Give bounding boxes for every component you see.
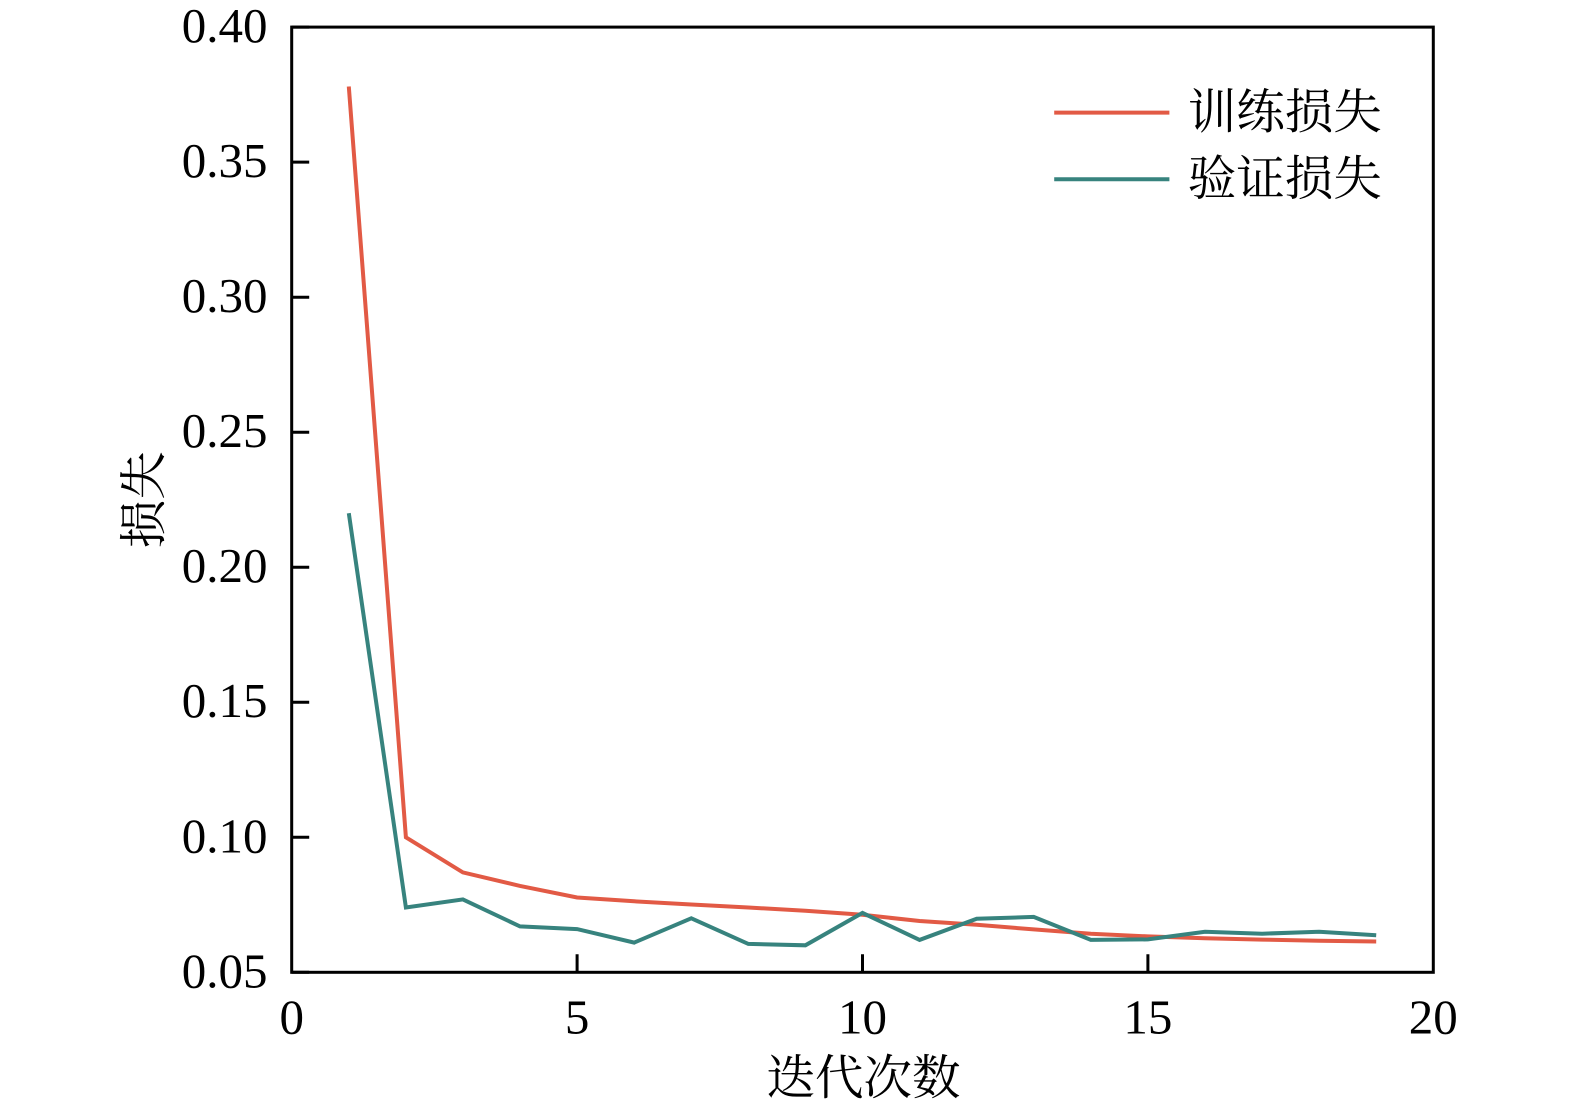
svg-text:0: 0 <box>279 990 304 1045</box>
svg-text:0.10: 0.10 <box>182 808 268 863</box>
svg-text:0.35: 0.35 <box>182 133 268 188</box>
svg-text:5: 5 <box>565 990 590 1045</box>
svg-text:10: 10 <box>838 990 887 1045</box>
svg-text:20: 20 <box>1409 990 1458 1045</box>
svg-text:0.05: 0.05 <box>182 943 268 998</box>
svg-text:15: 15 <box>1123 990 1172 1045</box>
svg-text:0.25: 0.25 <box>182 403 268 458</box>
svg-text:0.15: 0.15 <box>182 673 268 728</box>
svg-text:0.20: 0.20 <box>182 538 268 593</box>
svg-text:0.40: 0.40 <box>182 0 268 53</box>
svg-text:0.30: 0.30 <box>182 268 268 323</box>
